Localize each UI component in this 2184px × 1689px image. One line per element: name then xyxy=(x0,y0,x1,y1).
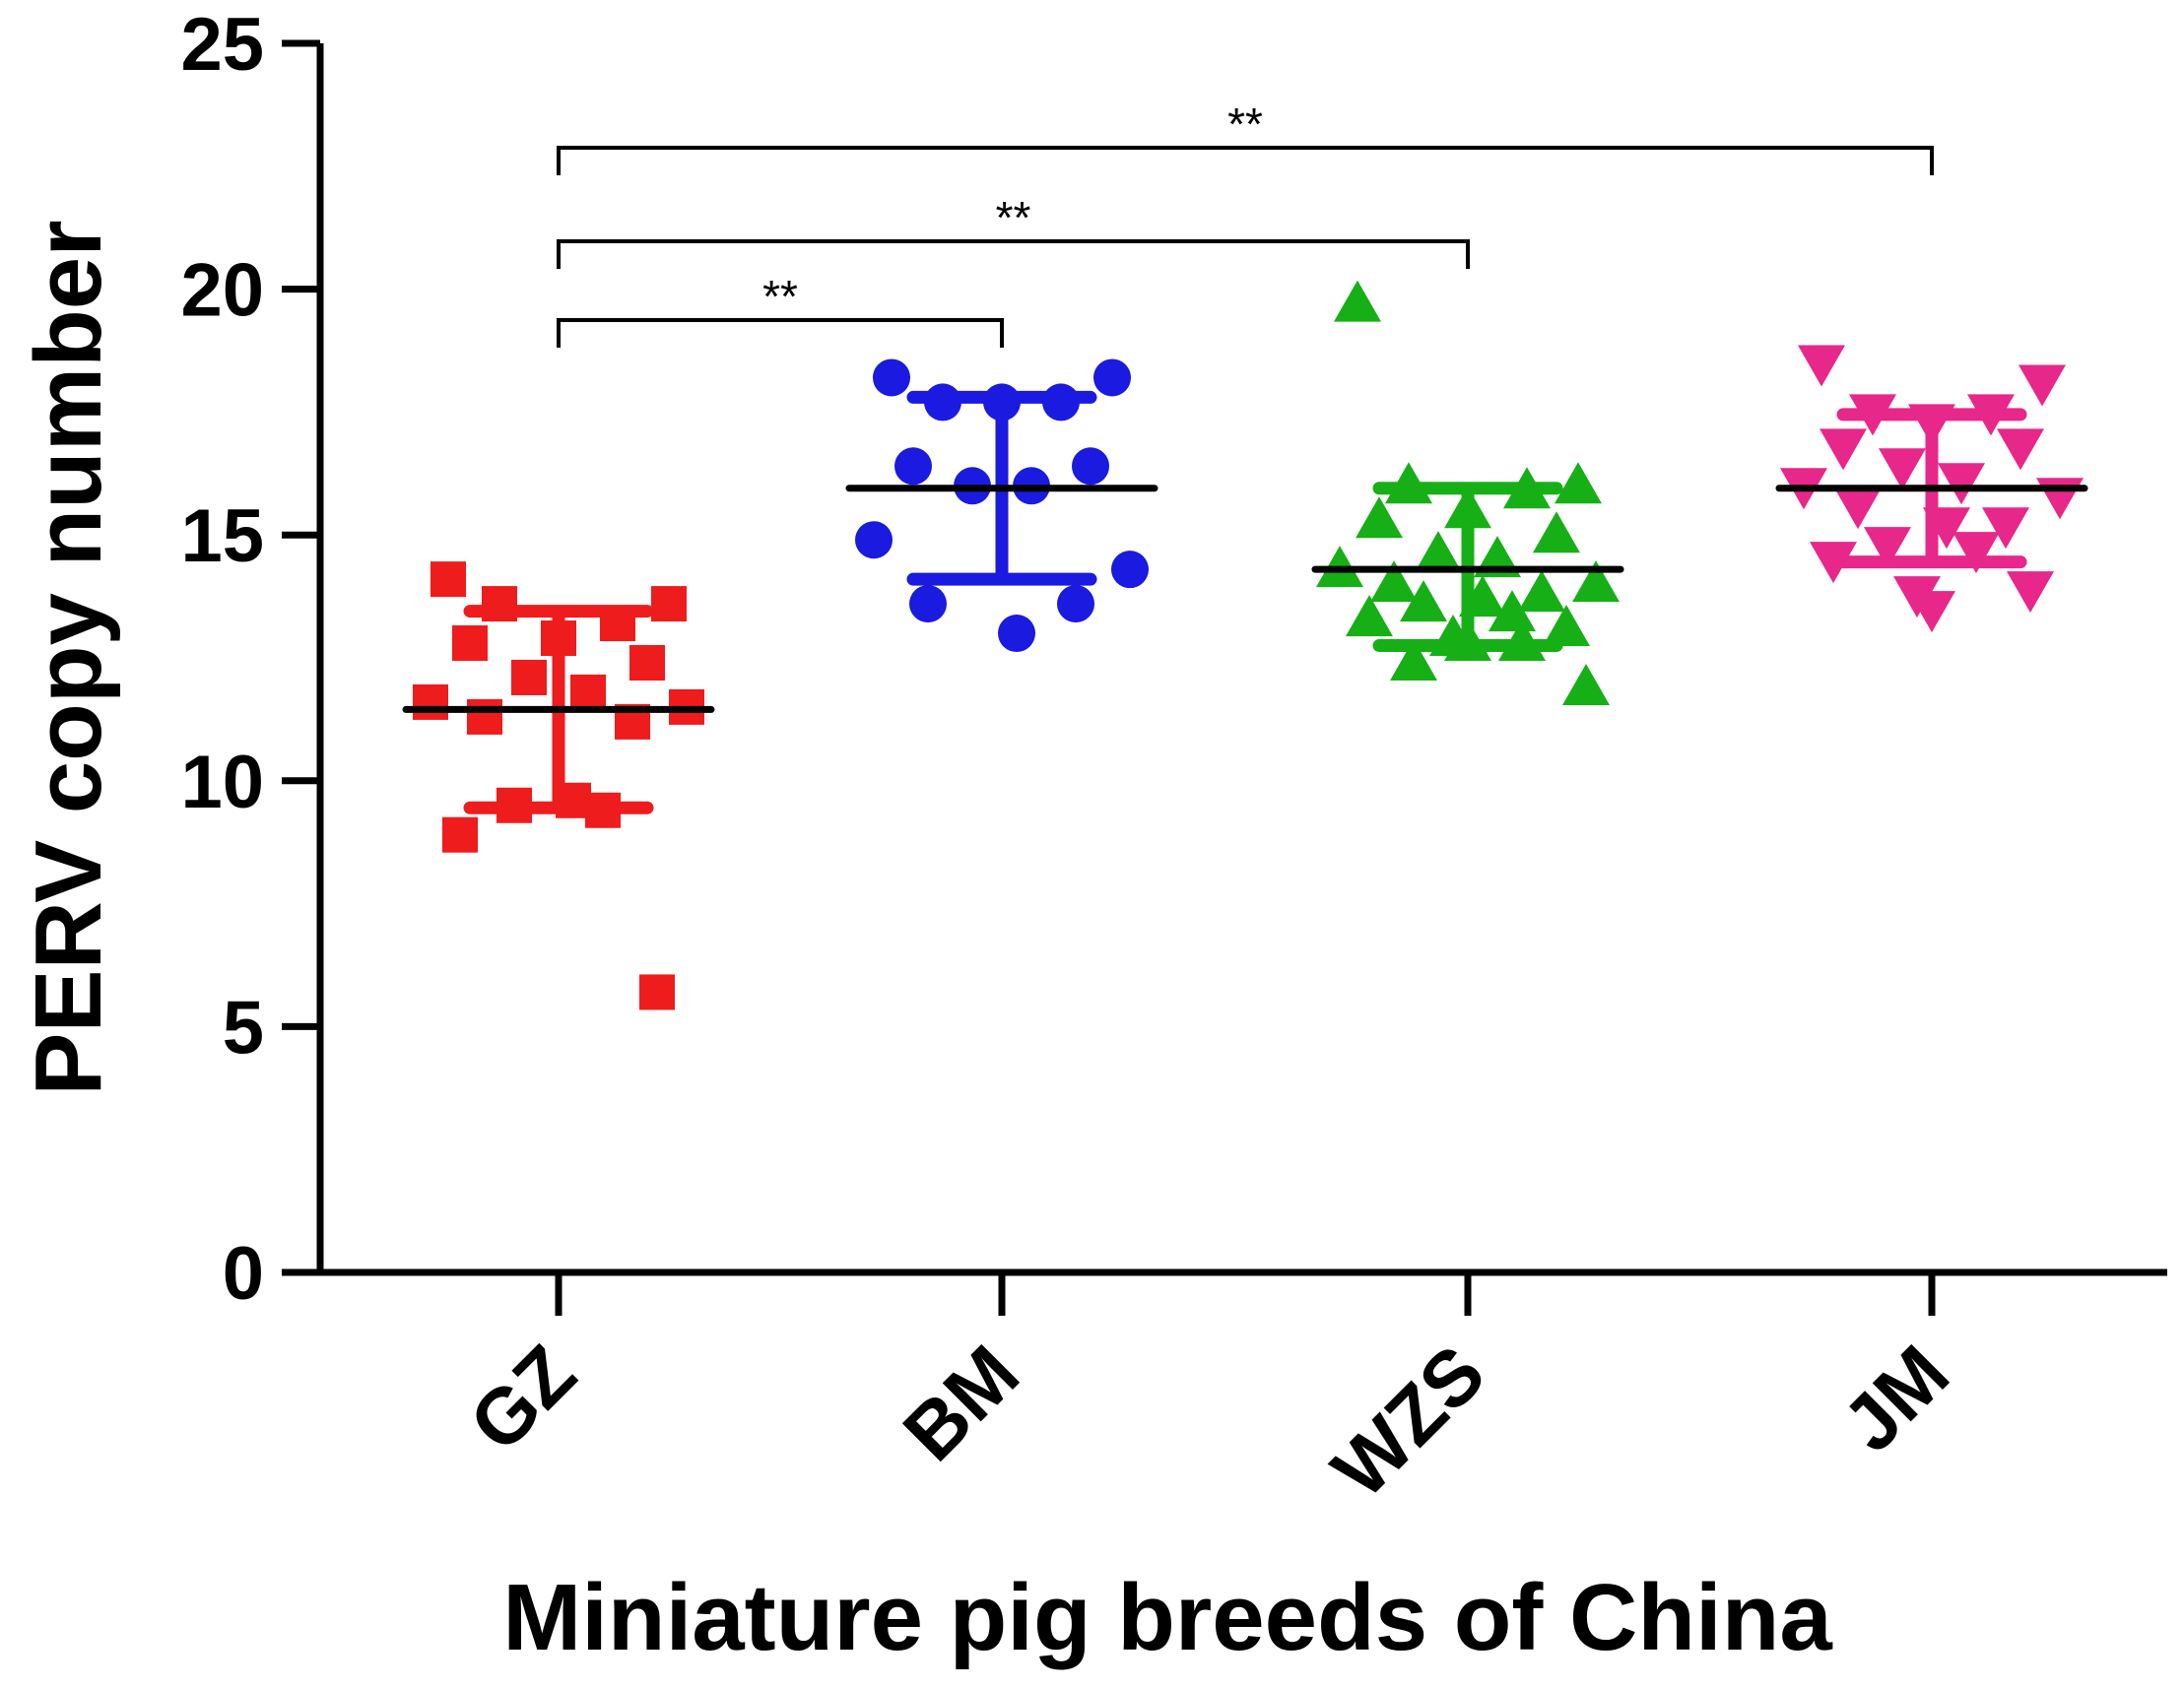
x-tick-label: BM xyxy=(887,1329,1035,1477)
data-point xyxy=(873,358,910,397)
summary-lines xyxy=(463,390,2027,814)
data-point xyxy=(1982,507,2029,550)
data-point xyxy=(1111,551,1149,589)
data-point xyxy=(1346,595,1393,637)
significance-label: ** xyxy=(762,271,798,322)
y-tick-label: 0 xyxy=(223,1232,264,1316)
data-point xyxy=(1834,487,1882,530)
data-point xyxy=(1923,507,1970,550)
data-point xyxy=(894,447,932,486)
data-point xyxy=(1849,394,1896,436)
significance-label: ** xyxy=(996,192,1031,243)
data-point xyxy=(1489,590,1536,632)
data-point xyxy=(1334,280,1381,322)
y-tick-label: 25 xyxy=(180,3,264,87)
significance-label: ** xyxy=(1227,98,1263,150)
data-point xyxy=(629,644,665,681)
data-point xyxy=(1879,448,1926,490)
data-point xyxy=(600,606,635,642)
data-point xyxy=(570,674,606,710)
data-point xyxy=(1820,428,1867,471)
significance-bracket xyxy=(557,318,1004,348)
data-point xyxy=(1444,487,1491,529)
data-point xyxy=(442,816,478,853)
data-point xyxy=(2007,571,2054,614)
data-point xyxy=(909,585,947,623)
data-point xyxy=(2036,478,2084,520)
data-point xyxy=(1498,619,1546,662)
significance-brackets: ** ** ** xyxy=(557,98,1934,348)
significance-bracket xyxy=(557,239,1470,269)
data-point xyxy=(1415,531,1462,573)
data-point xyxy=(1444,619,1491,662)
data-point xyxy=(1042,383,1080,422)
data-point xyxy=(1798,345,1845,387)
data-point xyxy=(1952,532,2000,574)
data-points xyxy=(413,280,2084,1010)
data-point xyxy=(452,625,488,662)
data-point xyxy=(1864,527,1911,569)
data-point xyxy=(1385,462,1432,504)
data-point xyxy=(482,586,517,622)
y-tick-label: 15 xyxy=(180,494,264,578)
data-point xyxy=(1908,404,1955,446)
y-axis-title: PERV copy number xyxy=(16,220,121,1095)
data-point xyxy=(1370,560,1418,603)
data-point xyxy=(1908,591,1955,633)
data-point xyxy=(511,659,547,695)
significance-bracket xyxy=(557,146,1934,175)
x-tick-label: WZS xyxy=(1315,1329,1501,1515)
data-point xyxy=(1459,575,1506,617)
y-ticks: 0 5 10 15 20 25 xyxy=(180,3,320,1316)
data-point xyxy=(585,792,621,828)
data-point xyxy=(1356,496,1403,539)
data-point xyxy=(1555,462,1602,504)
data-point xyxy=(639,974,675,1010)
data-point xyxy=(1997,428,2044,471)
data-point xyxy=(1938,463,1985,505)
data-point xyxy=(1072,447,1109,486)
data-point xyxy=(467,698,502,735)
data-point xyxy=(1400,580,1447,622)
data-point xyxy=(1810,542,1857,584)
data-point xyxy=(1057,585,1094,623)
y-tick-label: 5 xyxy=(223,986,264,1070)
data-point xyxy=(1390,638,1437,681)
data-point xyxy=(998,615,1035,653)
data-point xyxy=(430,561,466,598)
data-point xyxy=(1503,467,1551,509)
data-point xyxy=(651,586,687,622)
data-point xyxy=(1572,560,1620,603)
data-point xyxy=(1562,663,1610,705)
data-point xyxy=(413,683,448,720)
median-lines xyxy=(402,485,2088,713)
x-axis-title: Miniature pig breeds of China xyxy=(502,1565,1832,1670)
x-ticks: GZ BM WZS JM xyxy=(453,1272,1965,1515)
y-tick-label: 20 xyxy=(180,249,264,333)
axes xyxy=(316,43,2167,1276)
data-point xyxy=(924,383,961,422)
x-tick-label: GZ xyxy=(453,1329,592,1467)
data-point xyxy=(2019,364,2066,407)
data-point xyxy=(1533,511,1580,553)
y-tick-label: 10 xyxy=(180,741,264,824)
data-point xyxy=(1518,570,1565,613)
data-point xyxy=(983,383,1021,422)
data-point xyxy=(1967,394,2015,436)
x-tick-label: JM xyxy=(1826,1329,1966,1468)
data-point xyxy=(1093,358,1131,397)
data-point xyxy=(1543,605,1590,647)
data-point xyxy=(541,620,576,657)
data-point xyxy=(855,521,893,559)
data-point xyxy=(496,787,532,823)
